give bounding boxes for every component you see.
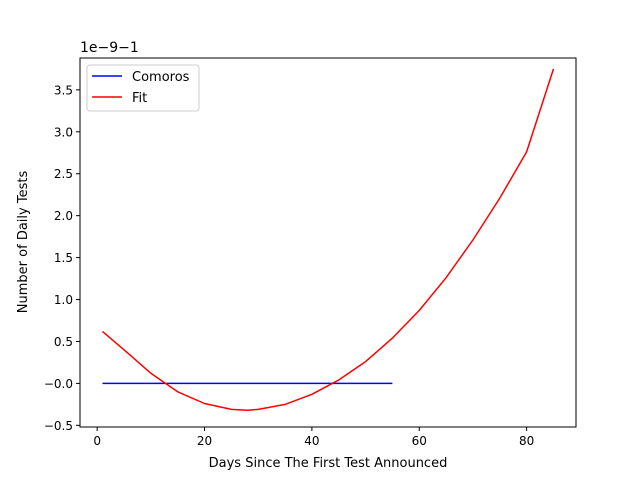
y-tick-label: 1.5	[54, 251, 73, 265]
y-axis: −0.5 −0.0 0.5 1.0 1.5 2.0 2.5 3.0 3.5	[44, 83, 80, 433]
series-layer	[102, 68, 555, 411]
y-offset-label: 1e−9−1	[80, 40, 139, 56]
x-axis: 0 20 40 60 80	[93, 427, 534, 448]
legend-label-fit: Fit	[132, 91, 147, 106]
x-tick-label: 80	[519, 434, 534, 448]
y-tick-label: 0.5	[54, 335, 73, 349]
y-axis-label: Number of Daily Tests	[16, 171, 31, 314]
legend: Comoros Fit	[86, 64, 200, 112]
plot-frame	[79, 57, 577, 428]
y-tick-label: 2.5	[54, 167, 73, 181]
plot-area	[80, 58, 576, 427]
y-tick-label: 3.5	[54, 83, 73, 97]
series-line-fit	[102, 68, 555, 411]
legend-label-comoros: Comoros	[132, 70, 190, 85]
y-tick-label: −0.5	[44, 419, 73, 433]
x-tick-label: 40	[304, 434, 319, 448]
x-tick-label: 20	[197, 434, 212, 448]
x-tick-label: 60	[412, 434, 427, 448]
x-tick-label: 0	[93, 434, 101, 448]
y-tick-label: 3.0	[54, 125, 73, 139]
y-tick-label: 2.0	[54, 209, 73, 223]
x-axis-label: Days Since The First Test Announced	[209, 456, 448, 471]
y-tick-label: −0.0	[44, 377, 73, 391]
y-tick-label: 1.0	[54, 293, 73, 307]
